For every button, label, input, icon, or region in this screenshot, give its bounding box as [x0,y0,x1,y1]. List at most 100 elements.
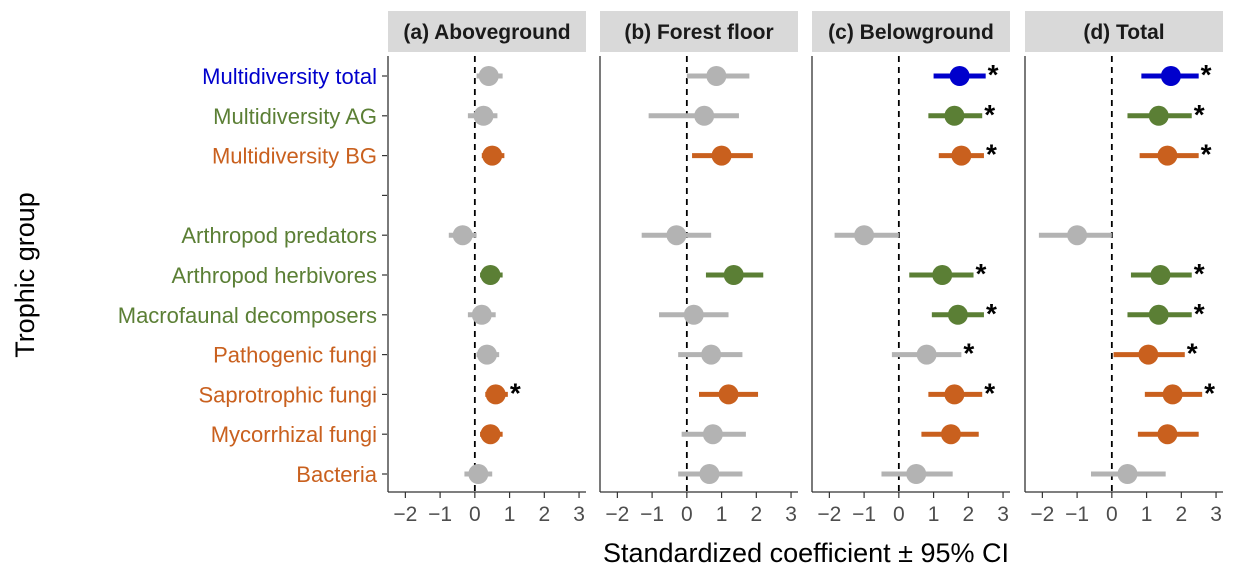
significance-star: * [976,258,987,289]
point-estimate [468,464,489,484]
point-estimate [666,225,687,246]
y-tick-label: Bacteria [296,462,377,487]
panel-strip [812,11,1010,52]
significance-star: * [1194,99,1205,130]
x-tick-label: 1 [928,503,940,526]
facet-panels: (a) Aboveground−2 −1 0 1 2 3*(b) Forest floor… [387,11,1223,526]
x-tick-label: 1 [1141,503,1153,526]
x-tick-label: 3 [785,503,797,526]
point-estimate [1067,225,1088,246]
significance-star: * [986,139,997,170]
point-estimate [1138,344,1159,365]
y-tick-label: Arthropod predators [181,223,377,248]
point-estimate [951,145,972,166]
point-estimate [906,464,927,484]
x-tick-label: 1 [716,503,728,526]
point-estimate [932,265,953,285]
y-tick-label: Multidiversity BG [212,144,377,169]
x-axis-title: Standardized coefficient ± 95% CI [603,538,1009,568]
significance-star: * [1204,377,1215,408]
y-tick-label: Macrofaunal decomposers [118,303,377,328]
panel: (b) Forest floor −2 −1 0 1 2 3 [599,11,798,526]
significance-star: * [984,99,995,130]
significance-star: * [1194,298,1205,329]
x-tick-label: 1 [504,503,516,526]
x-tick-label: 2 [1175,503,1187,526]
panel-title: (d) Total [1083,21,1164,44]
point-estimate [723,265,744,285]
x-tick-label: 2 [750,503,762,526]
point-estimate [702,424,723,445]
y-tick-label: Mycorrhizal fungi [211,422,377,447]
point-estimate [471,304,492,325]
point-estimate [1162,384,1183,405]
point-estimate [480,424,501,445]
x-tick-label: 2 [962,503,974,526]
point-estimate [694,105,715,126]
x-tick-label: −2 [393,503,417,526]
y-tick-label: Pathogenic fungi [213,343,377,368]
point-estimate [1157,145,1178,166]
x-tick-label: −1 [640,503,664,526]
x-tick-label: −2 [817,503,841,526]
significance-star: * [1201,59,1212,90]
x-tick-label: 0 [893,503,905,526]
panel: (a) Aboveground −2 −1 0 1 2 3 * [387,11,586,526]
y-tick-label: Multidiversity total [202,64,377,89]
point-estimate [478,66,499,86]
x-tick-label: 0 [469,503,481,526]
y-axis-title: Trophic group [10,192,40,358]
point-estimate [947,304,968,325]
x-tick-label: 3 [1210,503,1222,526]
y-tick-label: Arthropod herbivores [172,263,377,288]
x-tick-label: −1 [1065,503,1089,526]
point-estimate [916,344,937,365]
panel-title: (a) Aboveground [403,21,570,44]
significance-star: * [1201,139,1212,170]
panel-strip [388,11,586,52]
point-estimate [482,145,503,166]
point-estimate [1160,66,1181,86]
row-labels: Multidiversity total Multidiversity AG Mul… [118,64,387,487]
point-estimate [1148,105,1169,126]
point-estimate [711,145,732,166]
x-tick-label: −1 [852,503,876,526]
x-tick-label: −2 [605,503,629,526]
panel: (d) Total−2 −1 0 1 2 3******* [1024,11,1223,526]
point-estimate [480,265,501,285]
point-estimate [452,225,473,246]
point-estimate [699,464,720,484]
point-estimate [477,344,497,365]
significance-star: * [963,338,974,369]
panel-title: (c) Belowground [828,21,994,44]
point-estimate [854,225,875,246]
point-estimate [1157,424,1178,445]
point-estimate [1150,265,1171,285]
point-estimate [1148,304,1169,325]
panel-title: (b) Forest floor [624,21,773,44]
significance-star: * [510,377,521,408]
point-estimate [473,105,494,126]
point-estimate [944,384,965,405]
x-tick-label: 3 [573,503,585,526]
x-tick-label: −2 [1030,503,1054,526]
significance-star: * [984,377,995,408]
point-estimate [949,66,970,86]
x-tick-label: −1 [428,503,452,526]
panel: (c) Belowground −2 −1 0 1 2 3 * * * * * * * [811,11,1010,526]
point-estimate [683,304,704,325]
point-estimate [944,105,965,126]
y-tick-label: Saprotrophic fungi [198,382,377,407]
x-tick-label: 0 [681,503,693,526]
panel-strip [1025,11,1223,52]
panel-strip [600,11,798,52]
point-estimate [706,66,727,86]
point-estimate [485,384,506,405]
x-tick-label: 0 [1106,503,1118,526]
y-tick-label: Multidiversity AG [213,104,377,129]
x-tick-label: 3 [997,503,1009,526]
x-tick-label: 2 [538,503,550,526]
significance-star: * [1194,258,1205,289]
point-estimate [1117,464,1138,484]
significance-star: * [988,59,999,90]
